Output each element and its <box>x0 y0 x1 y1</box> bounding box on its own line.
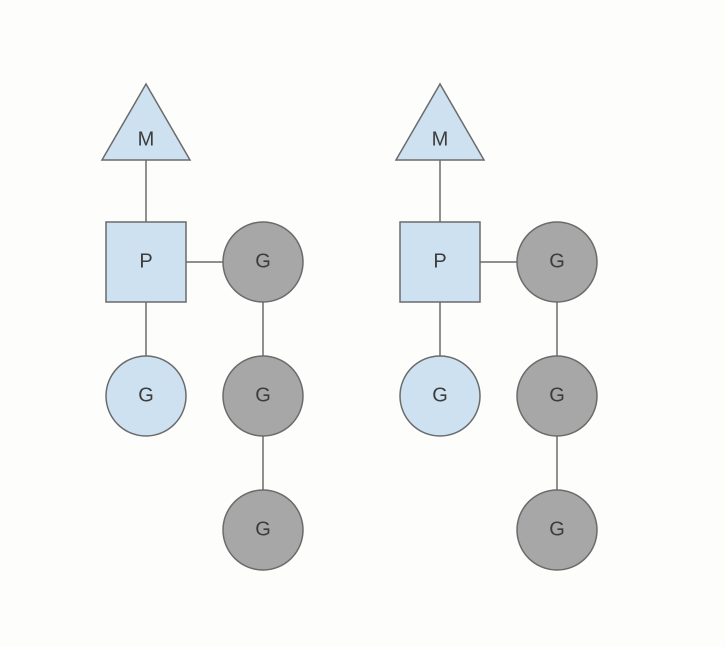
node-g2d: G <box>517 490 597 570</box>
edges-group <box>146 160 557 490</box>
node-m2: M <box>396 84 484 160</box>
node-g1b: G <box>106 356 186 436</box>
node-label: G <box>549 518 565 540</box>
node-label: G <box>138 384 154 406</box>
nodes-group: M P G G G G M P G G G G <box>102 84 597 570</box>
node-label: G <box>432 384 448 406</box>
node-label: G <box>549 384 565 406</box>
node-g1d: G <box>223 490 303 570</box>
node-label: M <box>432 128 449 150</box>
node-g2b: G <box>400 356 480 436</box>
node-label: G <box>549 250 565 272</box>
node-p2: P <box>400 222 480 302</box>
node-g2c: G <box>517 356 597 436</box>
node-label: M <box>138 128 155 150</box>
node-label: G <box>255 384 271 406</box>
node-g1a: G <box>223 222 303 302</box>
node-p1: P <box>106 222 186 302</box>
diagram-canvas: M P G G G G M P G G G G <box>0 0 725 647</box>
node-label: G <box>255 518 271 540</box>
node-label: P <box>139 250 152 272</box>
node-label: G <box>255 250 271 272</box>
node-m1: M <box>102 84 190 160</box>
node-g2a: G <box>517 222 597 302</box>
node-label: P <box>433 250 446 272</box>
node-g1c: G <box>223 356 303 436</box>
